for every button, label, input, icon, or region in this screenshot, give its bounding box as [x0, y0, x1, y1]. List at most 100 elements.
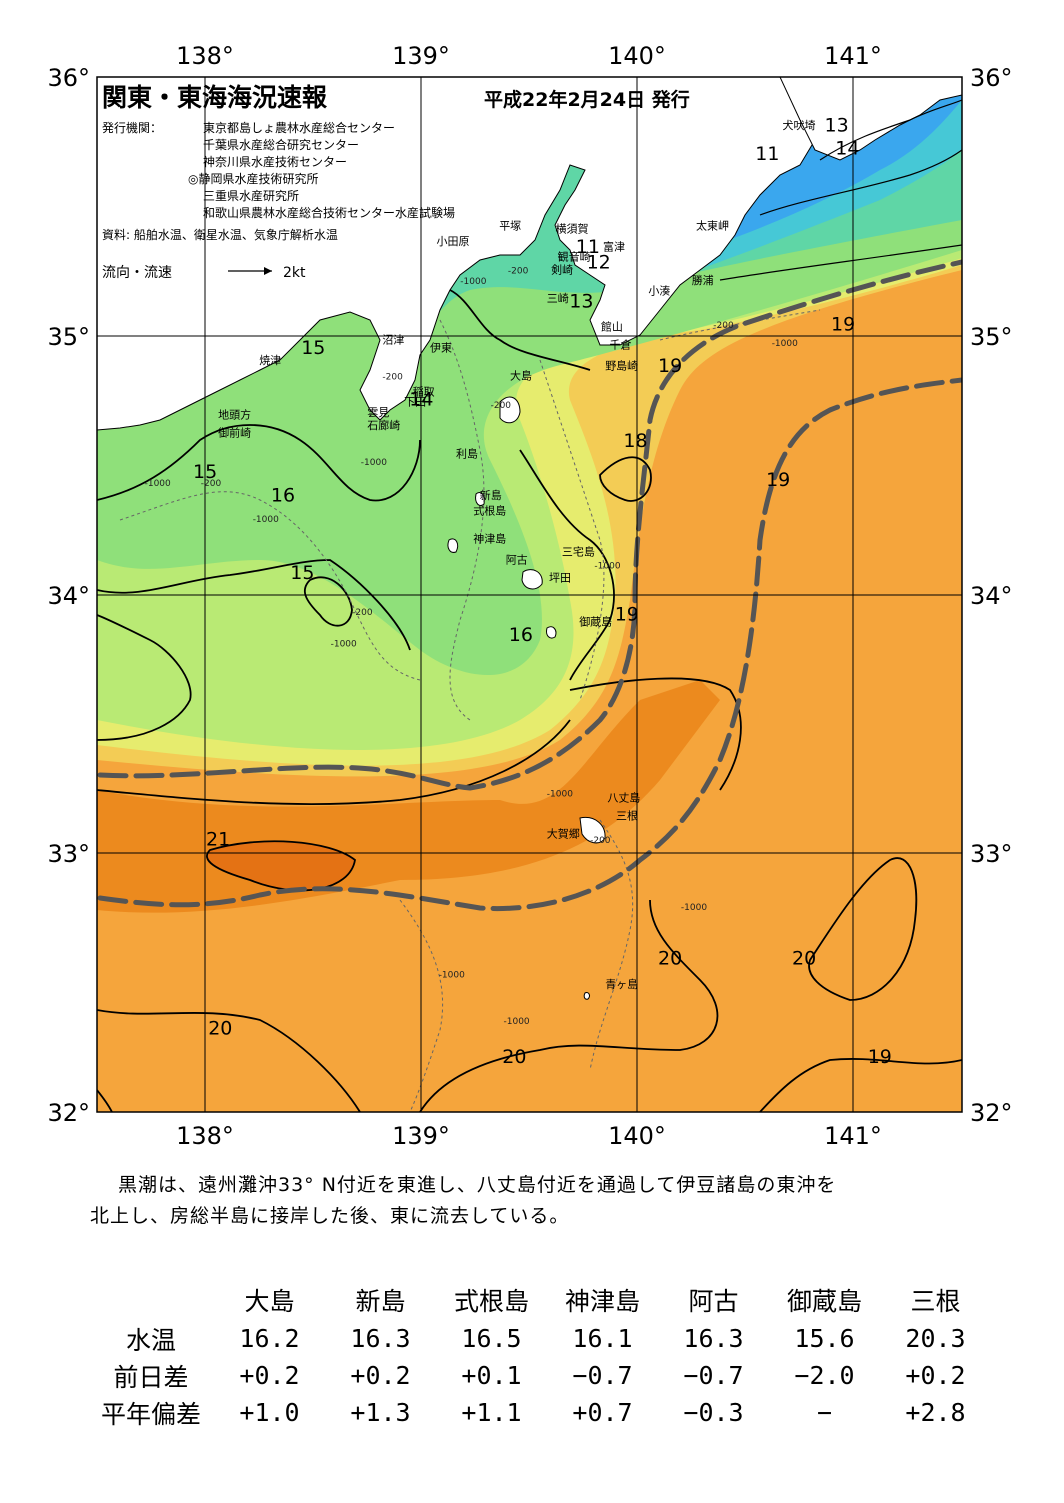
- station-header: 大島: [244, 1287, 295, 1316]
- station-header: 神津島: [564, 1287, 640, 1316]
- place-label: 剣崎: [551, 263, 573, 277]
- lat-label-right: 34°: [970, 582, 1013, 610]
- axis-labels: 138° 139° 140° 141° 138° 139° 140° 141° …: [47, 42, 1012, 1150]
- issuer-item: 三重県水産研究所: [203, 188, 299, 203]
- lon-label-top: 140°: [608, 42, 666, 70]
- place-label: 焼津: [259, 354, 281, 367]
- depth-label: -200: [491, 401, 512, 411]
- isotherm-label: 19: [658, 355, 682, 377]
- flow-legend-label: 流向・流速: [102, 265, 172, 281]
- depth-label: -1000: [772, 339, 798, 349]
- lat-label-right: 32°: [970, 1099, 1013, 1127]
- lat-label-right: 36°: [970, 64, 1013, 92]
- lon-label-top: 138°: [176, 42, 234, 70]
- table-row: 水温 16.2 16.3 16.5 16.1 16.3 15.6 20.3: [88, 1320, 991, 1357]
- station-header: 阿古: [688, 1287, 739, 1316]
- table-corner: [88, 1280, 214, 1320]
- place-label: 太東岬: [696, 220, 729, 233]
- lat-label-right: 33°: [970, 840, 1013, 868]
- isotherm-label: 16: [509, 624, 533, 646]
- depth-label: -1000: [361, 458, 387, 468]
- isotherm-label: 12: [587, 252, 611, 274]
- table-cell: 16.3: [683, 1324, 744, 1353]
- place-label: 石廊崎: [367, 418, 400, 432]
- lon-label-bottom: 140°: [608, 1122, 666, 1150]
- depth-label: -200: [590, 836, 611, 846]
- place-label: 富津: [603, 239, 625, 253]
- issue-date: 平成22年2月24日 発行: [484, 88, 690, 111]
- table-cell: +0.2: [350, 1361, 411, 1390]
- issuer-item: 神奈川県水産技術センター: [203, 154, 347, 169]
- table-cell: +1.0: [239, 1398, 300, 1427]
- isotherm-label: 20: [502, 1046, 526, 1068]
- place-label: 式根島: [473, 503, 506, 517]
- lon-label-top: 141°: [824, 42, 882, 70]
- place-label: 館山: [601, 320, 623, 334]
- place-label: 横須賀: [556, 221, 589, 235]
- flow-legend-scale: 2kt: [283, 265, 306, 281]
- lat-label-left: 33°: [47, 840, 90, 868]
- place-label: 利島: [456, 446, 478, 460]
- kuroshio-path: [97, 259, 962, 912]
- table-cell: 16.5: [461, 1324, 522, 1353]
- depth-label: -1000: [504, 1017, 530, 1027]
- map-title: 関東・東海海況速報: [102, 83, 328, 112]
- isotherm-label: 20: [658, 948, 682, 970]
- graticule: [97, 77, 962, 1112]
- table-cell: −: [816, 1398, 833, 1427]
- row-label: 水温: [125, 1325, 176, 1355]
- depth-label: -200: [508, 267, 529, 277]
- isotherm-label: 20: [208, 1017, 232, 1039]
- place-label: 三根: [616, 809, 638, 823]
- lat-label-left: 32°: [47, 1099, 90, 1127]
- place-label: 三崎: [547, 291, 569, 305]
- station-header: 三根: [910, 1287, 961, 1316]
- issuer-item: 和歌山県農林水産総合技術センター水産試験場: [203, 205, 455, 220]
- isotherm-label: 15: [290, 562, 314, 584]
- place-label: 神津島: [473, 532, 506, 546]
- station-header: 御蔵島: [786, 1287, 862, 1316]
- depth-label: -1000: [681, 903, 707, 913]
- isotherm-label: 19: [831, 314, 855, 336]
- isotherm-label: 14: [409, 389, 433, 411]
- isotherm-label: 13: [825, 114, 849, 136]
- lon-label-bottom: 139°: [392, 1122, 450, 1150]
- place-label: 御前崎: [218, 426, 251, 440]
- lat-label-left: 35°: [47, 323, 90, 351]
- depth-label: -1000: [594, 562, 620, 572]
- table-cell: +0.2: [905, 1361, 966, 1390]
- depth-label: -200: [382, 373, 403, 383]
- depth-label: -1000: [460, 277, 486, 287]
- isotherm-label: 18: [623, 430, 647, 452]
- depth-label: -1000: [145, 479, 171, 489]
- isotherm-label: 13: [569, 290, 593, 312]
- place-label: 犬吠埼: [783, 118, 816, 132]
- isotherm-label: 16: [271, 484, 295, 506]
- table-cell: 15.6: [794, 1324, 855, 1353]
- place-label: 阿古: [506, 554, 528, 567]
- place-label: 下田: [404, 396, 426, 409]
- station-header: 式根島: [453, 1287, 529, 1316]
- place-label: 三宅島: [562, 545, 595, 559]
- depth-label: -200: [713, 321, 734, 331]
- place-label: 勝浦: [692, 273, 714, 287]
- place-label: 小田原: [437, 235, 470, 248]
- flow-legend-arrowhead-icon: [264, 267, 272, 275]
- place-label: 八丈島: [607, 791, 640, 805]
- place-label: 千倉: [610, 338, 632, 352]
- isotherm-label: 21: [206, 829, 230, 851]
- place-label: 平塚: [499, 220, 521, 233]
- station-header: 新島: [355, 1287, 406, 1316]
- table-cell: +0.7: [572, 1398, 633, 1427]
- table-header-row: 大島 新島 式根島 神津島 阿古 御蔵島 三根: [88, 1280, 991, 1320]
- isotherm-label: 19: [615, 603, 639, 625]
- issuer-item: 千葉県水産総合研究センター: [203, 137, 359, 152]
- summary-line: 黒潮は、遠州灘沖33° N付近を東進し、八丈島付近を通過して伊豆諸島の東沖を: [118, 1174, 837, 1196]
- table-cell: +1.3: [350, 1398, 411, 1427]
- isotherm-label: 19: [868, 1046, 892, 1068]
- issuer-item: 東京都島しょ農林水産総合センター: [203, 120, 395, 135]
- row-label: 前日差: [113, 1362, 189, 1392]
- depth-label: -1000: [253, 515, 279, 525]
- depth-label: -1000: [439, 970, 465, 980]
- isotherm-label: 15: [193, 461, 217, 483]
